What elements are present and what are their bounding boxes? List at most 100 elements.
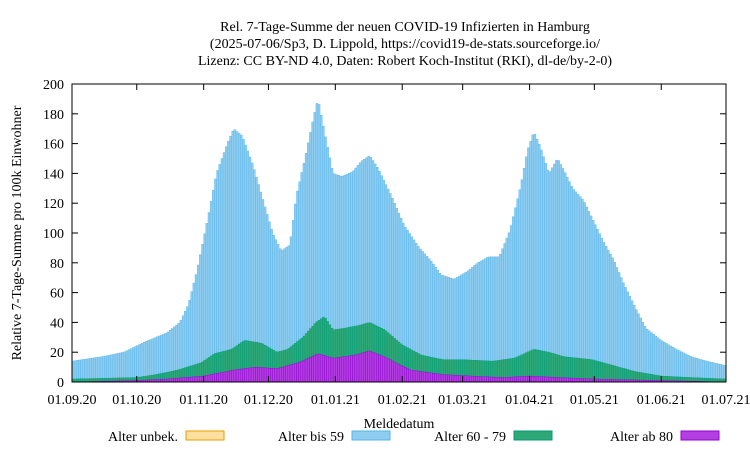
bar	[542, 376, 545, 383]
bar	[548, 376, 552, 383]
bar	[527, 147, 530, 383]
bar	[540, 149, 543, 383]
bar	[419, 371, 422, 383]
bar	[449, 374, 452, 383]
bar	[337, 357, 340, 383]
bar	[257, 367, 260, 383]
y-tick-label: 180	[43, 108, 64, 123]
bar	[218, 164, 221, 383]
legend-item-alter-ab-80: Alter ab 80	[610, 430, 720, 445]
bar	[320, 354, 323, 383]
bar	[231, 130, 234, 383]
bar	[559, 377, 563, 383]
bar	[661, 340, 664, 383]
bar	[514, 207, 517, 383]
bar	[514, 376, 517, 383]
bar	[240, 368, 243, 383]
bar	[548, 171, 552, 383]
bar	[602, 242, 606, 383]
bar	[233, 369, 237, 383]
y-tick-label: 0	[57, 376, 64, 391]
bar	[589, 215, 593, 383]
bar	[289, 364, 293, 383]
bar	[607, 249, 610, 383]
bar	[283, 366, 286, 383]
bar	[456, 375, 459, 383]
bar	[555, 160, 558, 383]
bar	[222, 371, 226, 383]
bar	[520, 179, 524, 383]
bar	[499, 377, 502, 383]
bar	[341, 356, 345, 383]
bar	[512, 376, 515, 383]
bar	[220, 158, 224, 383]
bar	[417, 370, 420, 383]
legend-swatch	[351, 430, 391, 441]
bar	[557, 377, 560, 383]
bar	[216, 170, 219, 383]
bar	[114, 353, 118, 383]
legend-swatch	[680, 430, 720, 441]
bar	[579, 378, 582, 383]
bar	[531, 376, 534, 383]
legend: Alter unbek. Alter bis 59 Alter 60 - 79 Alt…	[108, 430, 720, 445]
bar	[300, 360, 304, 383]
bar	[570, 185, 573, 383]
bar	[380, 355, 383, 383]
bar	[229, 370, 232, 383]
bar	[440, 374, 444, 383]
bar	[285, 365, 288, 383]
bar	[423, 371, 427, 383]
bar	[291, 363, 295, 383]
bar	[322, 355, 325, 383]
bar	[205, 375, 209, 383]
bar	[279, 367, 282, 383]
bar	[471, 375, 474, 383]
y-axis: 0 20 40 60 80 100 120 140 160 180 200	[43, 78, 726, 391]
bar	[207, 374, 211, 383]
bar	[710, 378, 714, 383]
y-axis-label: Relative 7-Tage-Summe pro 100k Einwohner	[10, 105, 25, 360]
bar	[371, 351, 375, 383]
bar	[231, 370, 234, 383]
bar	[425, 372, 429, 383]
bar	[369, 350, 373, 383]
bar	[304, 358, 308, 383]
bar	[235, 369, 239, 383]
bar	[620, 277, 623, 383]
bar	[596, 360, 599, 383]
bar	[179, 377, 183, 383]
bar	[410, 370, 414, 383]
bar	[488, 376, 491, 383]
bar	[181, 377, 185, 383]
legend-swatch	[513, 430, 553, 441]
bar	[309, 356, 312, 383]
bar	[386, 358, 390, 383]
bar	[658, 339, 662, 383]
bar	[406, 368, 409, 383]
bar	[615, 267, 619, 383]
bar	[196, 376, 200, 383]
bar	[475, 376, 478, 383]
bar	[216, 373, 219, 383]
bar	[214, 178, 217, 383]
bar	[611, 257, 614, 383]
x-tick-label: 01.07.21	[702, 393, 750, 408]
bar	[587, 211, 591, 383]
bar	[276, 368, 280, 383]
bar	[253, 367, 256, 383]
bar	[412, 370, 416, 383]
bar	[127, 349, 131, 383]
series-alter-bis-59	[71, 103, 727, 383]
bar	[492, 376, 496, 383]
bar	[373, 352, 377, 383]
bar	[378, 354, 381, 383]
bar	[484, 376, 487, 383]
bar	[235, 131, 239, 383]
legend-item-alter-60-79: Alter 60 - 79	[434, 430, 553, 445]
bar	[453, 374, 457, 383]
bar	[626, 291, 629, 383]
bar	[281, 366, 284, 383]
bar	[490, 376, 493, 383]
bar	[287, 365, 291, 383]
